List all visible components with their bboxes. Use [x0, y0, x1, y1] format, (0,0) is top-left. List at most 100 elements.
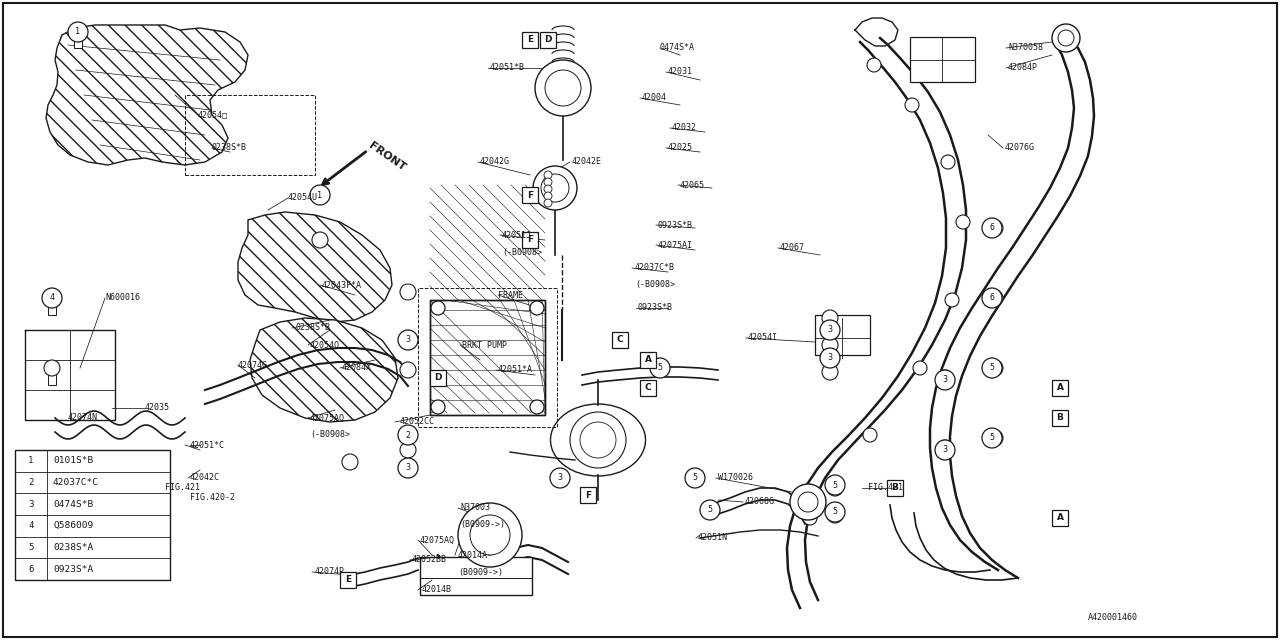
Circle shape: [934, 440, 955, 460]
Circle shape: [982, 288, 1002, 308]
Circle shape: [790, 484, 826, 520]
Circle shape: [945, 293, 959, 307]
Circle shape: [956, 215, 970, 229]
Text: 0474S*A: 0474S*A: [660, 44, 695, 52]
Text: 3: 3: [827, 353, 832, 362]
Text: 3: 3: [942, 376, 947, 385]
Text: A: A: [645, 355, 652, 365]
Bar: [186, 95, 315, 175]
Text: A: A: [1056, 513, 1064, 522]
Circle shape: [541, 174, 570, 202]
Circle shape: [822, 337, 838, 353]
Text: Q586009: Q586009: [52, 522, 93, 531]
Circle shape: [982, 428, 1002, 448]
Circle shape: [905, 98, 919, 112]
Text: 42075AQ: 42075AQ: [420, 536, 454, 545]
Circle shape: [544, 171, 552, 179]
Text: E: E: [344, 575, 351, 584]
Circle shape: [987, 220, 1004, 236]
Text: 5: 5: [832, 481, 837, 490]
Text: 42042E: 42042E: [572, 157, 602, 166]
Circle shape: [826, 475, 845, 495]
Text: 5: 5: [658, 364, 663, 372]
Circle shape: [342, 454, 358, 470]
Text: 42075AQ: 42075AQ: [310, 413, 346, 422]
Circle shape: [470, 515, 509, 555]
Bar: [1052, 410, 1068, 426]
Text: 0101S*B: 0101S*B: [52, 456, 93, 465]
Circle shape: [826, 502, 845, 522]
Text: 1: 1: [317, 191, 323, 200]
Text: 42042G: 42042G: [480, 157, 509, 166]
Text: 42004: 42004: [643, 93, 667, 102]
Text: 42051*A: 42051*A: [498, 365, 532, 374]
Text: 3: 3: [827, 326, 832, 335]
Text: D: D: [544, 35, 552, 45]
Text: 3: 3: [406, 463, 411, 472]
Circle shape: [803, 511, 817, 525]
Text: 42037C*C: 42037C*C: [52, 478, 99, 487]
Circle shape: [937, 440, 954, 456]
Polygon shape: [46, 25, 248, 165]
Circle shape: [22, 474, 40, 492]
Text: 42031: 42031: [668, 67, 692, 77]
Text: 1: 1: [76, 28, 81, 36]
Circle shape: [982, 218, 1002, 238]
Text: FIG.421: FIG.421: [868, 483, 902, 493]
Circle shape: [458, 503, 522, 567]
Circle shape: [310, 185, 330, 205]
Bar: [522, 32, 538, 48]
Text: 3: 3: [28, 500, 33, 509]
Text: 42067: 42067: [780, 243, 805, 253]
Text: 42051J: 42051J: [502, 230, 532, 239]
Circle shape: [22, 517, 40, 535]
Bar: [430, 300, 545, 415]
Circle shape: [987, 430, 1004, 446]
Text: 4: 4: [50, 294, 55, 303]
Text: 42032: 42032: [672, 124, 698, 132]
Circle shape: [42, 288, 61, 308]
Circle shape: [22, 560, 40, 578]
Bar: [74, 28, 82, 48]
Circle shape: [431, 400, 445, 414]
Circle shape: [399, 442, 416, 458]
Text: 6: 6: [28, 564, 33, 573]
Text: A: A: [1056, 383, 1064, 392]
Text: FIG.420-2: FIG.420-2: [189, 493, 236, 502]
Text: 3: 3: [406, 335, 411, 344]
Circle shape: [22, 538, 40, 557]
Bar: [430, 370, 445, 386]
Text: 5: 5: [708, 506, 713, 515]
Text: B: B: [892, 483, 899, 493]
Circle shape: [431, 301, 445, 315]
Bar: [49, 365, 56, 385]
Text: 0923S*B: 0923S*B: [658, 221, 692, 230]
Circle shape: [580, 422, 616, 458]
Bar: [612, 332, 628, 348]
Text: 42076G: 42076G: [1005, 143, 1036, 152]
Text: 5: 5: [989, 433, 995, 442]
Circle shape: [312, 232, 328, 248]
Circle shape: [532, 166, 577, 210]
Bar: [640, 352, 657, 368]
Circle shape: [70, 24, 86, 40]
Circle shape: [68, 22, 88, 42]
Text: E: E: [527, 35, 532, 45]
Text: 6: 6: [989, 294, 995, 303]
Circle shape: [987, 290, 1004, 306]
Circle shape: [937, 370, 954, 386]
Bar: [522, 232, 538, 248]
Text: B: B: [1056, 413, 1064, 422]
Circle shape: [22, 495, 40, 513]
Text: (B0909->): (B0909->): [460, 520, 506, 529]
Text: F: F: [527, 236, 532, 244]
Bar: [15, 450, 170, 580]
Text: 42051*C: 42051*C: [189, 440, 225, 449]
Text: 6: 6: [989, 223, 995, 232]
Text: 42042C: 42042C: [189, 474, 220, 483]
Bar: [640, 380, 657, 396]
Bar: [419, 288, 557, 427]
Bar: [420, 557, 532, 595]
Circle shape: [820, 348, 840, 368]
Circle shape: [530, 400, 544, 414]
